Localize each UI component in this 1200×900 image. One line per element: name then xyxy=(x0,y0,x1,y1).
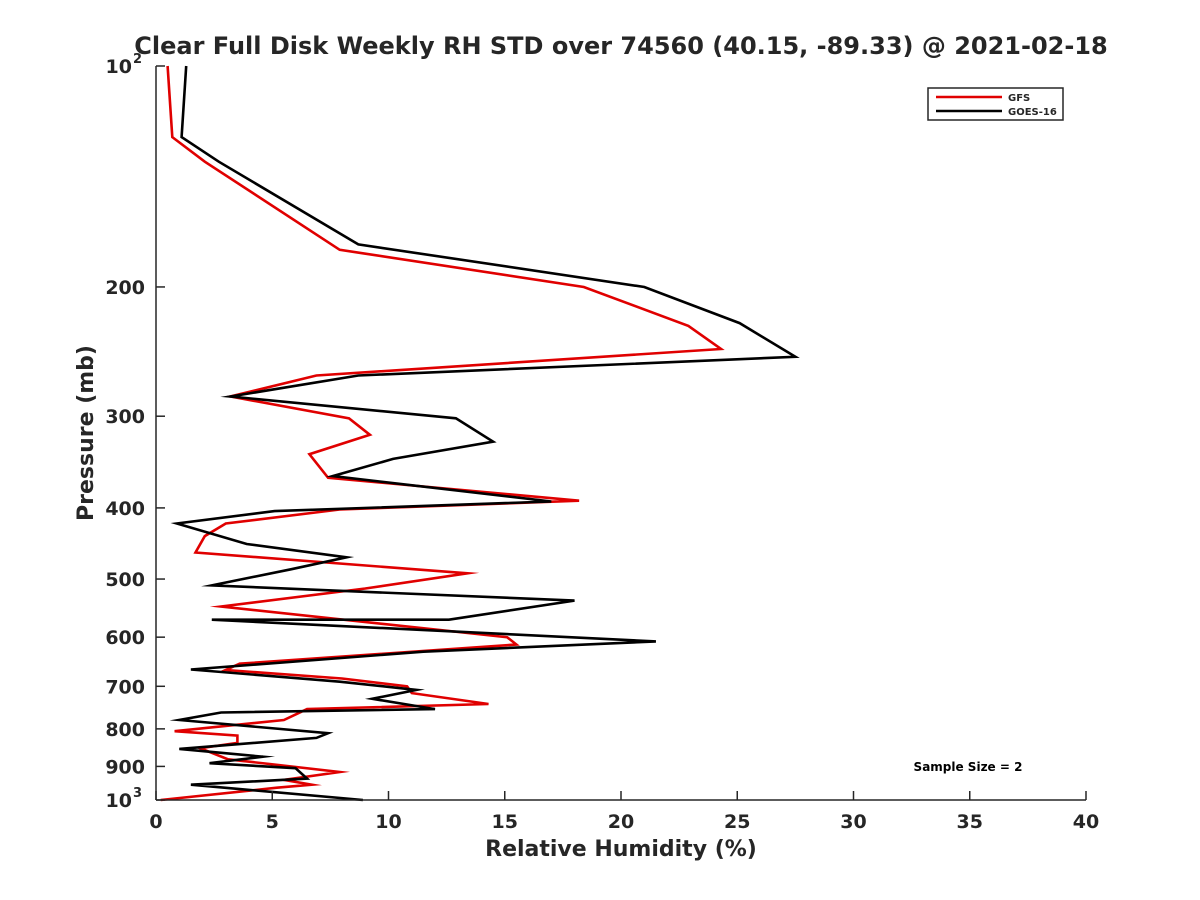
y-tick-label: 800 xyxy=(105,719,145,741)
y-tick-label: 200 xyxy=(105,277,145,299)
legend-box xyxy=(927,87,1064,121)
y-tick-label: 600 xyxy=(105,627,145,649)
y-tick-label: 300 xyxy=(105,406,145,428)
sample-size-annotation: Sample Size = 2 xyxy=(914,760,1023,774)
x-axis-label: Relative Humidity (%) xyxy=(485,837,757,862)
x-tick-label: 15 xyxy=(492,811,518,833)
chart-title: Clear Full Disk Weekly RH STD over 74560… xyxy=(134,32,1107,60)
y-tick-label: 10 xyxy=(106,790,132,812)
legend: GFS GOES-16 xyxy=(927,87,1064,121)
legend-label: GFS xyxy=(1008,93,1030,104)
series-line-goes-16 xyxy=(169,65,800,802)
x-tick-label: 25 xyxy=(724,811,750,833)
x-tick-label: 20 xyxy=(608,811,634,833)
y-tick-label: 700 xyxy=(105,676,145,698)
y-tick-label: 400 xyxy=(105,498,145,520)
x-tick-label: 40 xyxy=(1073,811,1099,833)
y-axis-label: Pressure (mb) xyxy=(74,345,99,521)
x-tick-label: 5 xyxy=(266,811,279,833)
y-tick-label: 500 xyxy=(105,569,145,591)
x-tick-label: 0 xyxy=(149,811,162,833)
y-tick-label: 10 xyxy=(106,56,132,78)
series-layer xyxy=(160,65,800,802)
x-tick-label: 10 xyxy=(375,811,401,833)
legend-label: GOES-16 xyxy=(1008,107,1057,118)
y-tick-exponent: 2 xyxy=(133,52,142,67)
x-tick-label: 30 xyxy=(840,811,866,833)
x-tick-label: 35 xyxy=(957,811,983,833)
y-tick-label: 900 xyxy=(105,756,145,778)
y-tick-exponent: 3 xyxy=(133,786,142,801)
